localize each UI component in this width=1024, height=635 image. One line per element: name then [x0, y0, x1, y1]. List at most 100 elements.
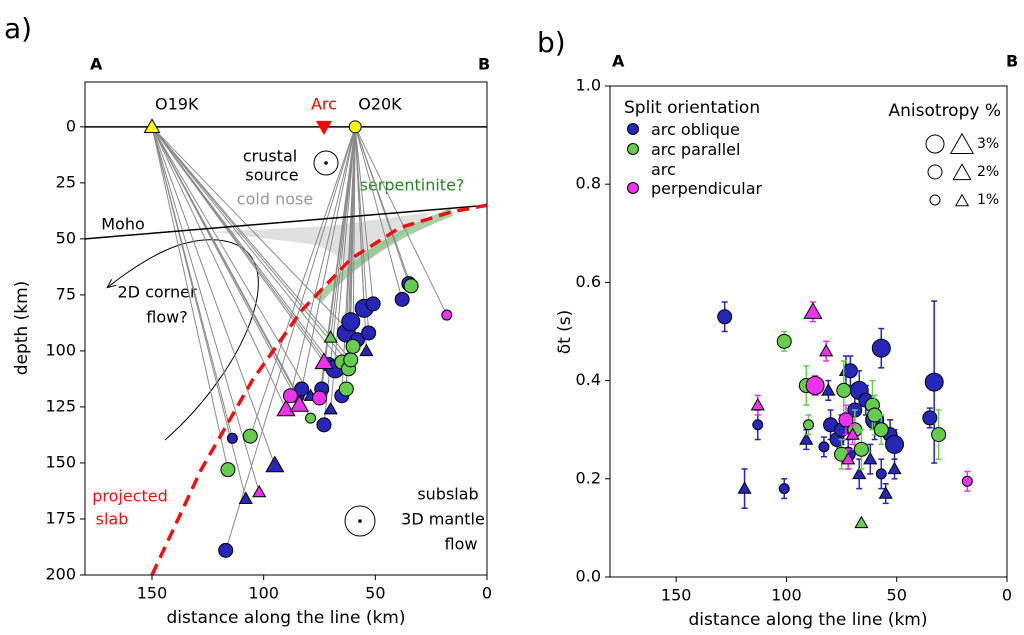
triangle-marker: [315, 120, 333, 136]
ray-path: [151, 126, 287, 410]
y-tick-label: 50: [56, 228, 76, 247]
slab-label: slab: [96, 510, 129, 529]
circle-marker: [218, 542, 234, 558]
triangle-marker: [143, 118, 161, 133]
circle-marker: [441, 309, 453, 321]
y-tick-label: 0.0: [576, 567, 601, 586]
y-tick-label: 1.0: [576, 76, 601, 95]
ray-path: [352, 126, 356, 347]
y-tick-label: 0.8: [576, 174, 601, 193]
triangle-marker: [845, 427, 860, 440]
slab-label: projected: [92, 487, 168, 506]
plot-frame: [84, 81, 488, 576]
circle-marker: [220, 462, 236, 478]
triangle-marker: [863, 451, 878, 465]
y-tick-label: 175: [45, 508, 76, 527]
slab-line: [150, 203, 488, 576]
circle-marker: [838, 412, 854, 428]
panel-label: b): [537, 26, 566, 59]
circle-marker: [871, 338, 891, 358]
ray-path: [151, 126, 352, 361]
circle-marker: [929, 194, 941, 206]
x-tick-label: 50: [887, 586, 907, 605]
annotation: cold nose: [237, 190, 313, 209]
size-legend-label: 3%: [977, 136, 999, 152]
triangle-marker: [289, 394, 310, 412]
triangle-marker: [750, 397, 765, 411]
circle-marker: [873, 422, 889, 438]
circle-marker: [818, 441, 830, 453]
ray-path: [151, 126, 311, 396]
circle-marker: [348, 120, 362, 134]
ray-path: [151, 126, 260, 493]
x-tick-label: 150: [137, 584, 168, 603]
triangle-marker: [952, 163, 972, 181]
ray-path: [354, 126, 403, 300]
circle-marker: [226, 432, 238, 444]
y-tick-label: 0.4: [576, 370, 601, 389]
triangle-marker: [887, 461, 902, 475]
triangle-marker: [878, 486, 893, 499]
ray-path: [151, 126, 229, 470]
circle-marker: [803, 419, 814, 431]
x-axis-label: distance along the line (km): [166, 608, 405, 628]
section-end: A: [90, 55, 103, 74]
section-end: A: [612, 52, 625, 71]
circle-marker: [341, 312, 361, 332]
ray-path: [225, 126, 356, 551]
circle-marker: [885, 434, 905, 454]
ray-path: [354, 126, 412, 287]
circle-marker: [343, 352, 359, 368]
y-tick-label: 25: [56, 172, 76, 191]
circle-marker: [403, 278, 419, 294]
triangle-marker: [359, 343, 374, 357]
moho-line: [84, 204, 488, 240]
triangle-marker: [821, 383, 836, 396]
circle-marker: [853, 441, 869, 457]
section-end: B: [478, 55, 490, 74]
circle-marker: [294, 381, 310, 397]
cold-nose-area: [212, 212, 432, 268]
circle-marker: [316, 417, 332, 433]
circle-marker: [282, 388, 298, 404]
ray-path: [151, 126, 276, 466]
triangle-marker: [819, 343, 834, 357]
plot-frame: [609, 85, 1008, 578]
y-tick-label: 0: [66, 116, 76, 135]
ray-path: [354, 126, 448, 316]
legend-entry: arc oblique: [624, 120, 804, 139]
legend: Split orientation arc oblique arc paralle…: [624, 98, 804, 199]
y-tick-label: 125: [45, 396, 76, 415]
size-legend-label: 1%: [977, 192, 999, 208]
ray-path: [289, 126, 356, 396]
ray-path: [151, 126, 300, 405]
ray-path: [151, 126, 325, 363]
size-legend-title: Anisotropy %: [889, 101, 1001, 121]
section-end: B: [1006, 52, 1018, 71]
ray-path: [151, 126, 336, 370]
circle-marker: [717, 309, 733, 325]
circle-marker: [805, 376, 825, 396]
legend-swatch: [627, 123, 639, 135]
circle-marker: [394, 291, 410, 307]
circle-marker: [778, 483, 790, 495]
triangle-marker: [276, 399, 296, 417]
triangle-marker: [314, 352, 334, 370]
circle-marker: [752, 419, 764, 431]
legend-swatch: [627, 143, 639, 155]
ray-path: [319, 126, 356, 399]
circle-marker: [305, 412, 317, 424]
ray-path: [249, 126, 356, 437]
panel-label: a): [4, 12, 32, 45]
arc-label: Arc: [311, 94, 337, 113]
annotation: flow?: [146, 308, 187, 327]
ray-path: [354, 126, 370, 334]
triangle-marker: [252, 484, 267, 498]
x-axis-label: distance along the line (km): [688, 610, 927, 630]
circle-marker: [927, 164, 943, 180]
annotation: source: [245, 166, 298, 185]
y-tick-label: 0.6: [576, 272, 601, 291]
circle-marker: [875, 468, 887, 480]
